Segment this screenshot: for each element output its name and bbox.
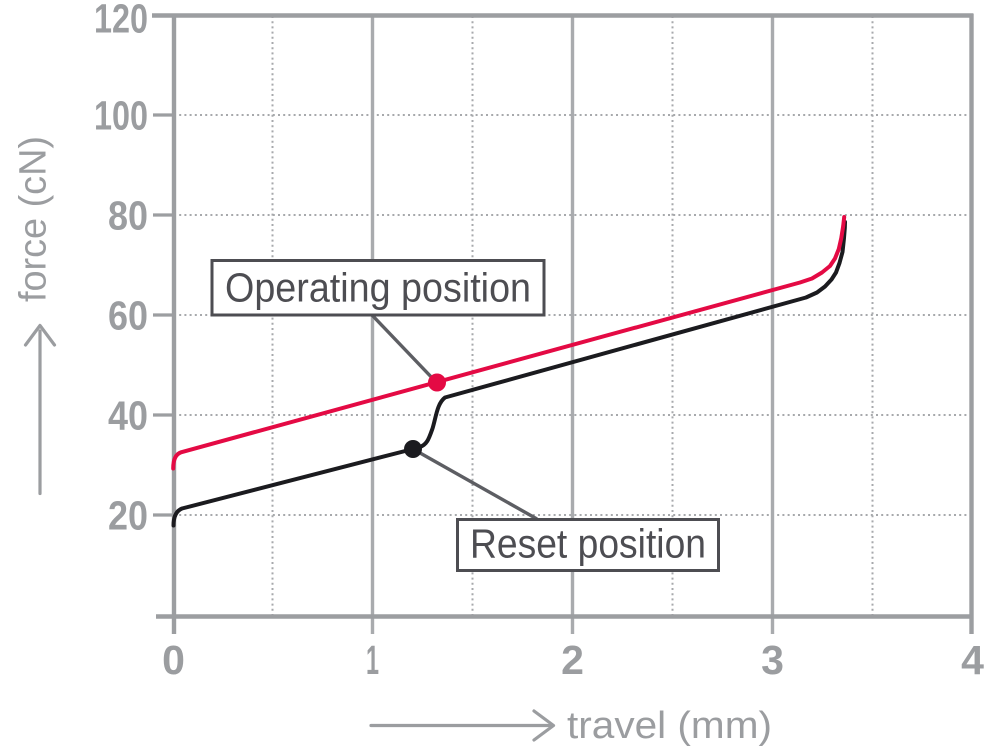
svg-text:100: 100	[94, 93, 148, 139]
svg-text:20: 20	[108, 493, 148, 539]
svg-text:120: 120	[94, 0, 148, 42]
svg-text:travel (mm): travel (mm)	[567, 705, 772, 747]
svg-text:40: 40	[108, 393, 148, 439]
svg-text:0: 0	[162, 637, 185, 683]
svg-text:Operating position: Operating position	[225, 265, 531, 311]
svg-text:2: 2	[561, 637, 584, 683]
svg-text:1: 1	[366, 637, 379, 683]
svg-text:80: 80	[108, 193, 148, 239]
svg-text:3: 3	[761, 637, 784, 683]
svg-text:60: 60	[108, 293, 148, 339]
svg-text:Reset position: Reset position	[470, 521, 706, 567]
svg-text:4: 4	[961, 637, 984, 683]
svg-text:force (cN): force (cN)	[13, 136, 55, 302]
